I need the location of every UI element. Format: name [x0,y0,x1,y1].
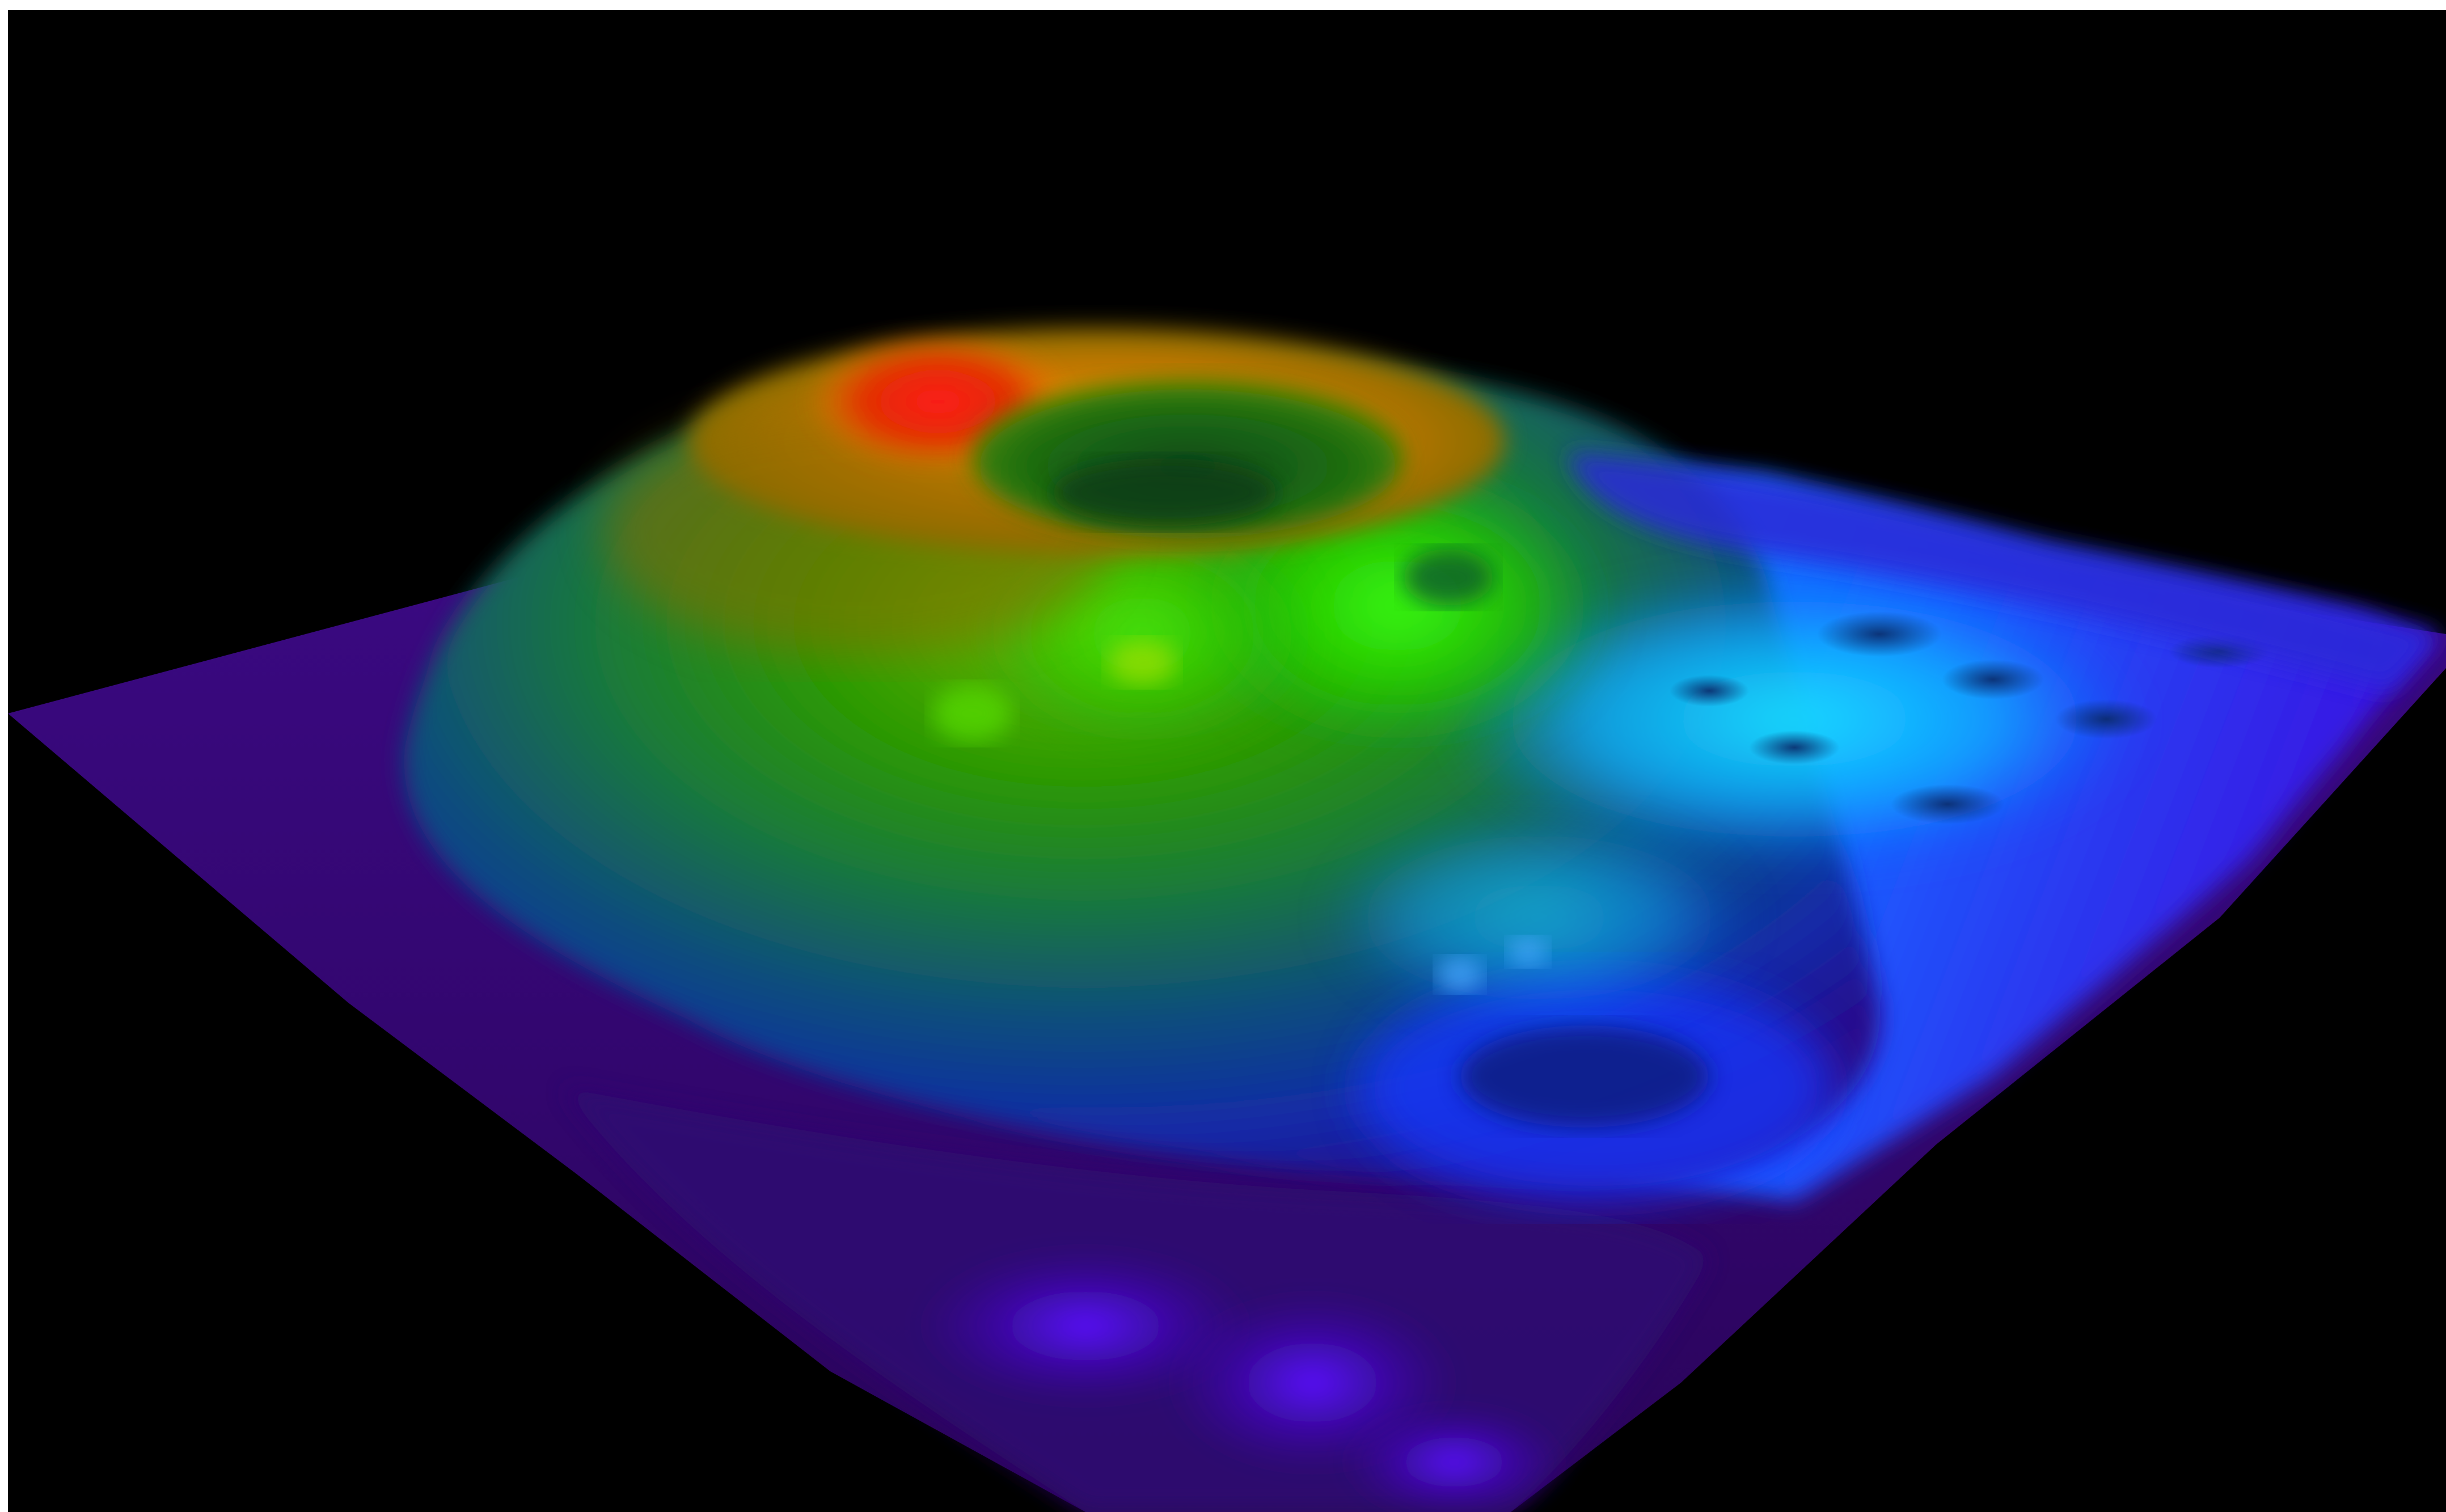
render-viewport [8,10,2446,1512]
terrain-dark-spot [1749,730,1840,765]
terrain-surface-render [8,328,2446,1512]
terrain-bump [1437,957,1482,991]
terrain-dark-spot [1942,660,2044,699]
terrain-bump [1403,549,1494,606]
terrain-bump [932,685,1012,742]
terrain-dark-spot [1817,611,1942,657]
terrain-cyan-band [1324,816,1755,1020]
terrain-far-ridge [1568,453,2441,691]
terrain-violet-patch [1341,1405,1568,1512]
terrain-blue-lobe-hollow [1460,1025,1709,1127]
terrain-dark-spot [2055,699,2157,739]
terrain-bump [1508,937,1548,966]
terrain-dark-spot [1670,675,1749,707]
terrain-crater-floor [1051,458,1278,526]
terrain-dark-spot [1891,784,2004,824]
terrain-bump [1108,640,1176,685]
